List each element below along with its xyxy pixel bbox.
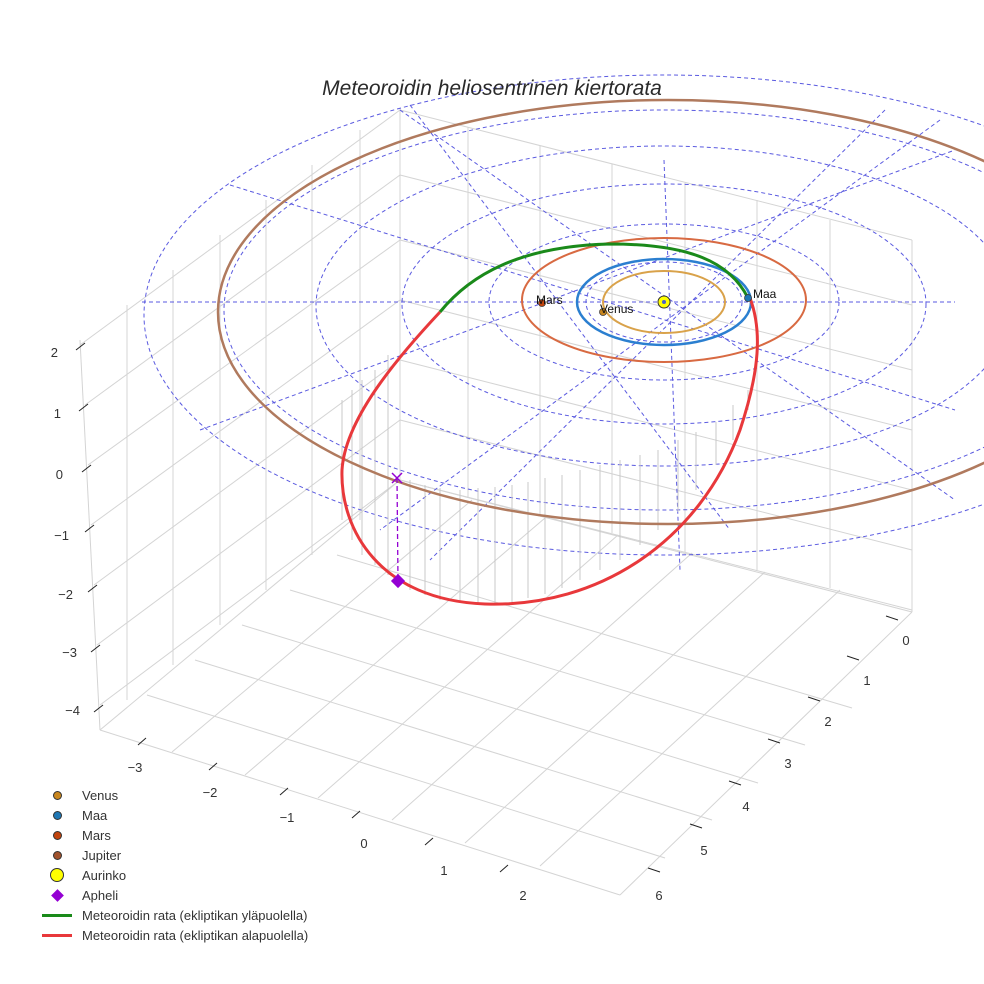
svg-text:4: 4 [742,799,749,814]
svg-text:0: 0 [902,633,909,648]
grid-panes [79,108,913,896]
ecliptic-polar-grid [142,74,984,571]
svg-text:−1: −1 [280,810,295,825]
svg-text:−2: −2 [58,587,73,602]
legend-label: Aurinko [82,867,127,883]
legend-item-maa[interactable]: Maa [38,805,308,825]
svg-text:1: 1 [440,863,447,878]
sun-center-icon [662,300,666,304]
earth-label: Maa [753,287,777,301]
green-line-icon [42,913,72,917]
aphelion-diamond-icon[interactable] [390,573,406,589]
svg-text:−1: −1 [54,528,69,543]
legend-item-venus[interactable]: Venus [38,785,308,805]
legend-label: Mars [82,827,111,843]
svg-text:3: 3 [784,756,791,771]
legend-label: Venus [82,787,119,803]
legend-label: Jupiter [82,847,122,863]
red-line-icon [42,933,72,937]
legend-item-orbit-below[interactable]: Meteoroidin rata (ekliptikan alapuolella… [38,925,308,945]
svg-text:2: 2 [824,714,831,729]
svg-text:0: 0 [360,836,367,851]
mars-dot-icon [52,830,62,840]
legend: Venus Maa Mars Jupiter Aurinko Apheli Me… [38,785,308,945]
svg-text:1: 1 [863,673,870,688]
meteoroid-orbit-below [340,297,759,606]
legend-item-apheli[interactable]: Apheli [38,885,308,905]
svg-text:5: 5 [700,843,707,858]
mars-label: Mars [536,293,563,307]
aphelion-projection-line [396,477,399,582]
jupiter-orbit [216,98,984,526]
y-axis: 0 1 2 3 4 5 6 [647,615,910,903]
venus-orbit [602,270,726,334]
orbit-drop-lines [341,355,749,604]
legend-label: Apheli [82,887,119,903]
svg-text:−3: −3 [62,645,77,660]
legend-item-orbit-above[interactable]: Meteoroidin rata (ekliptikan yläpuolella… [38,905,308,925]
svg-text:−2: −2 [203,785,218,800]
svg-text:2: 2 [519,888,526,903]
venus-marker[interactable] [599,308,607,316]
venus-dot-icon [52,790,62,800]
svg-text:1: 1 [54,406,61,421]
svg-text:−4: −4 [65,703,80,718]
x-axis: −3 −2 −1 0 1 2 [128,737,527,903]
mars-orbit [521,237,807,363]
jupiter-dot-icon [52,850,62,860]
earth-marker[interactable] [744,294,752,302]
z-axis: 2 1 0 −1 −2 −3 −4 [51,342,104,718]
venus-label: Venus [600,302,633,316]
earth-dot-icon [52,810,62,820]
mars-marker[interactable] [538,299,546,307]
legend-label: Meteoroidin rata (ekliptikan yläpuolella… [82,907,308,923]
legend-item-aurinko[interactable]: Aurinko [38,865,308,885]
meteoroid-orbit-above [438,242,750,313]
legend-item-jupiter[interactable]: Jupiter [38,845,308,865]
legend-label: Maa [82,807,108,823]
legend-item-mars[interactable]: Mars [38,825,308,845]
legend-label: Meteoroidin rata (ekliptikan alapuolella… [82,927,309,943]
svg-text:2: 2 [51,345,58,360]
svg-text:0: 0 [56,467,63,482]
aphelion-projection-x-icon [391,472,403,484]
chart-title: Meteoroidin heliosentrinen kiertorata [322,77,662,100]
sun-dot-icon [50,868,64,882]
svg-text:6: 6 [655,888,662,903]
svg-text:−3: −3 [128,760,143,775]
aphelion-diamond-icon [50,888,64,902]
